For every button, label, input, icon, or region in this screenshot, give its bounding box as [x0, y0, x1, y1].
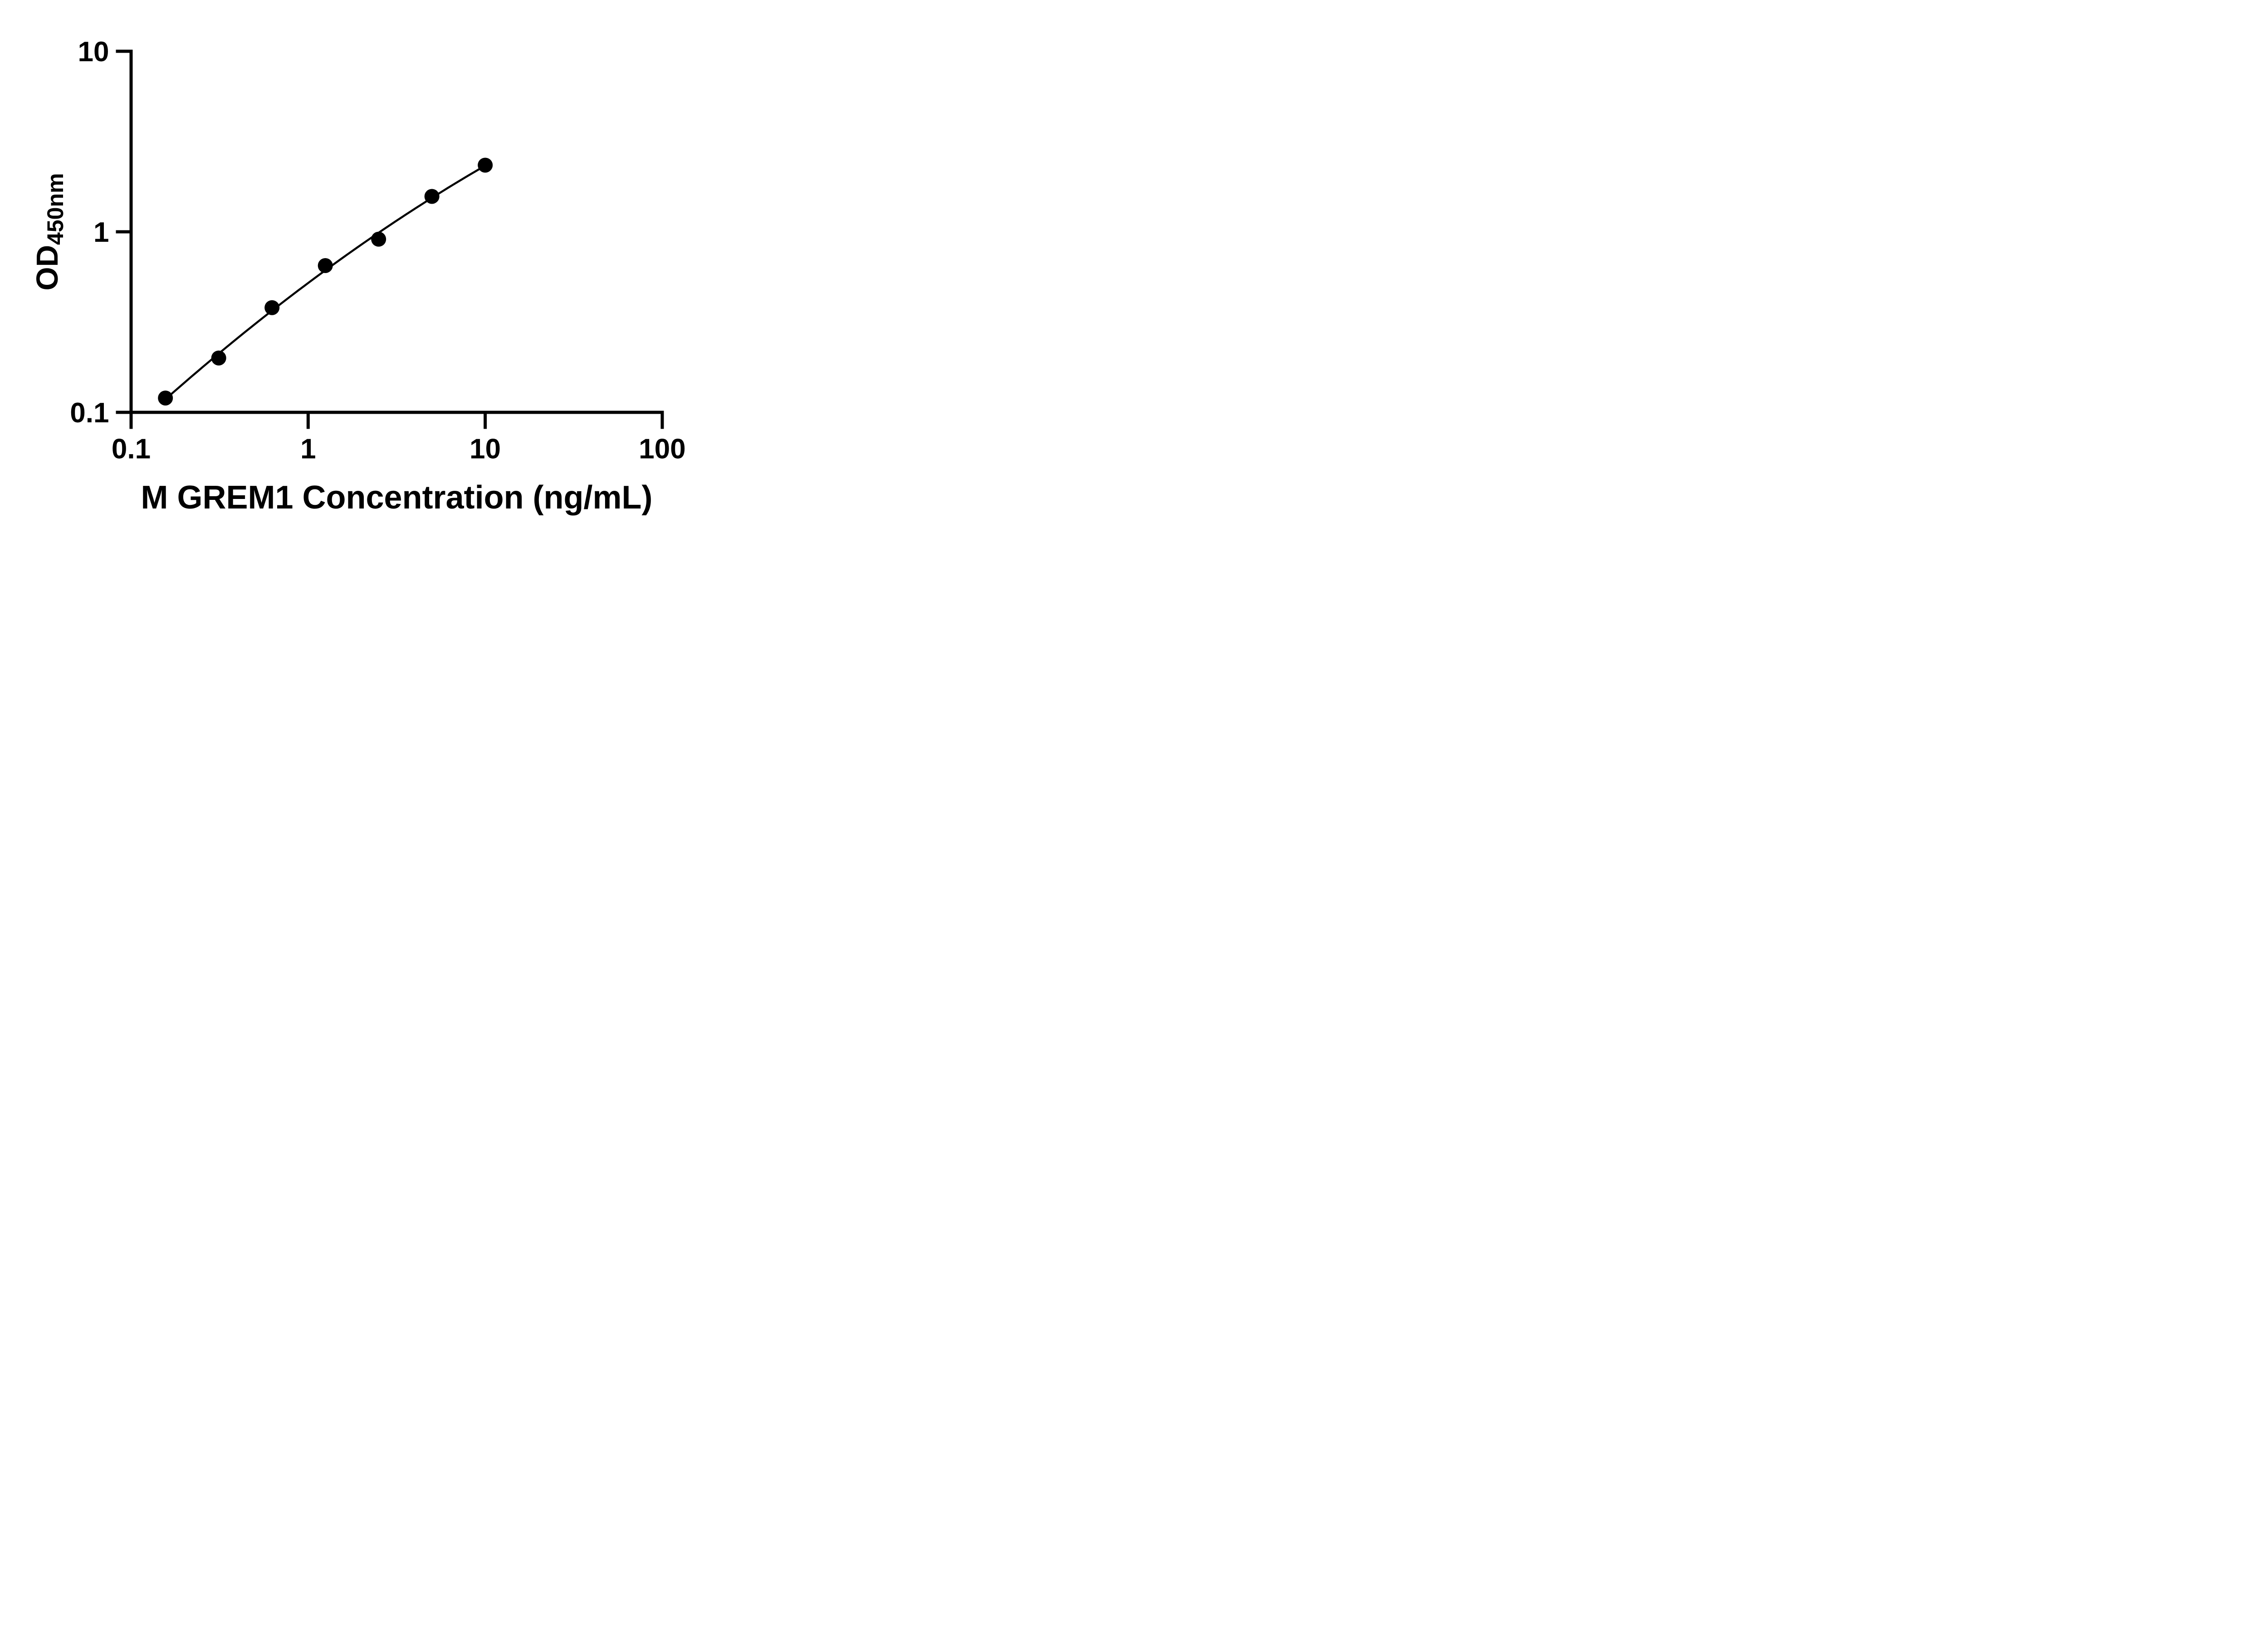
data-point-3 — [264, 300, 280, 315]
data-point-4 — [318, 258, 333, 273]
data-point-5 — [371, 231, 386, 247]
figure-page: 0.1 1 10 100 0.1 1 10 M GREM1 Concentration (ng… — [0, 0, 761, 544]
y-axis-title-main: OD — [30, 245, 64, 291]
data-point-2 — [211, 350, 226, 366]
y-axis-title-subscript: 450nm — [43, 173, 68, 245]
data-point-1 — [158, 391, 173, 406]
y-axis-title: OD450nm — [30, 173, 68, 291]
x-tick-label-100: 100 — [639, 434, 685, 465]
x-axis-title: M GREM1 Concentration (ng/mL) — [141, 479, 653, 516]
data-point-6 — [424, 189, 440, 204]
standard-curve-plot: 0.1 1 10 100 0.1 1 10 M GREM1 Concentration (ng… — [30, 36, 686, 516]
data-point-7 — [478, 157, 493, 173]
x-tick-label-1: 1 — [300, 434, 316, 465]
y-tick-label-1: 1 — [93, 217, 109, 248]
x-tick-label-0.1: 0.1 — [112, 434, 151, 465]
y-tick-label-0.1: 0.1 — [70, 397, 109, 429]
x-tick-label-10: 10 — [469, 434, 501, 465]
y-tick-label-10: 10 — [78, 36, 109, 68]
